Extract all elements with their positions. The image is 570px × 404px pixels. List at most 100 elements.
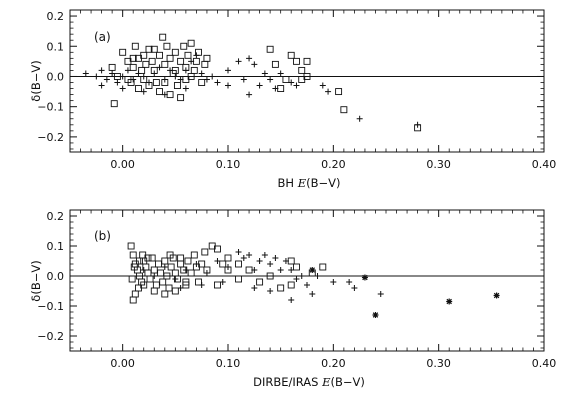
plus-point	[256, 82, 263, 89]
plus-point	[325, 88, 332, 95]
plus-point	[282, 258, 289, 264]
plus-point	[251, 285, 258, 291]
plus-point	[261, 70, 268, 77]
plus-point	[246, 55, 253, 62]
plus-point	[156, 64, 163, 71]
square-point	[187, 269, 195, 277]
square-point	[146, 275, 154, 283]
y-tick-label: −0.1	[37, 101, 64, 114]
plus-point	[130, 76, 137, 83]
x-tick-label: 0.00	[110, 158, 135, 171]
y-axis-title: δ(B−V)	[29, 260, 43, 301]
square-point	[245, 266, 253, 274]
plus-point	[172, 73, 179, 80]
x-tick-label: 0.10	[216, 158, 241, 171]
x-axis-title-prefix: DIRBE/IRAS	[253, 375, 322, 389]
plus-point	[235, 249, 242, 255]
x-axis-title-italic: E	[297, 176, 307, 190]
square-point	[287, 281, 295, 289]
square-point	[129, 54, 137, 62]
square-point	[187, 73, 195, 80]
plus-point	[356, 115, 363, 122]
square-point	[256, 278, 264, 286]
square-point	[148, 57, 156, 65]
square-point	[166, 91, 174, 99]
square-point	[235, 275, 242, 283]
square-point	[340, 106, 348, 114]
square-point	[177, 94, 185, 102]
square-point	[145, 45, 153, 53]
square-point	[110, 100, 118, 108]
square-point	[303, 57, 311, 65]
square-point	[129, 251, 137, 259]
panel-b: 0.00 0.10 0.20 0.30 0.40 −0.2 −0.1 0.0 0.1 0.2 (b…	[29, 209, 556, 389]
x-tick-label: 0.30	[426, 357, 451, 370]
plus-point	[151, 273, 158, 279]
square-point	[190, 251, 198, 259]
plus-point	[288, 79, 295, 86]
data-points	[82, 33, 422, 132]
ticks: 0.00 0.10 0.20 0.30 0.40 −0.2 −0.1 0.0 0.1 0.2	[37, 209, 556, 370]
square-point	[148, 254, 156, 262]
square-point	[235, 260, 242, 268]
square-point	[167, 263, 175, 271]
plus-point	[161, 264, 168, 270]
square-point	[152, 79, 160, 86]
plus-point	[277, 267, 284, 273]
x-tick-label: 0.20	[321, 158, 346, 171]
plus-point	[98, 82, 105, 89]
square-point	[152, 281, 160, 289]
asterisk-point	[309, 267, 316, 273]
square-point	[177, 260, 185, 268]
x-tick-label: 0.40	[532, 158, 557, 171]
square-point	[192, 57, 200, 65]
square-point	[163, 272, 171, 280]
square-point	[195, 278, 202, 286]
square-point	[159, 33, 167, 41]
x-axis-title-prefix: BH	[278, 176, 298, 190]
plus-point	[246, 252, 253, 258]
plus-point	[235, 58, 242, 65]
square-point	[150, 266, 158, 274]
square-point	[166, 54, 174, 62]
y-tick-label: 0.1	[47, 240, 65, 253]
plus-point	[261, 252, 268, 258]
square-point	[224, 254, 232, 262]
square-point	[177, 57, 185, 65]
plus-point	[93, 73, 100, 80]
plus-point	[109, 70, 116, 77]
plus-point	[114, 79, 121, 86]
plus-point	[225, 264, 231, 270]
x-tick-label: 0.30	[426, 158, 451, 171]
panel-label: (b)	[94, 229, 111, 243]
square-point	[184, 51, 192, 59]
plus-point	[103, 76, 110, 83]
x-tick-label: 0.20	[321, 357, 346, 370]
plus-point	[198, 282, 205, 288]
plus-point	[304, 282, 310, 288]
square-point	[201, 60, 209, 68]
square-point	[173, 82, 181, 89]
square-point	[161, 60, 169, 68]
square-point	[271, 60, 279, 68]
y-axis-title: δ(B−V)	[29, 60, 43, 101]
square-point	[138, 66, 146, 74]
plus-point	[319, 82, 326, 89]
square-point	[214, 281, 221, 289]
plus-point	[203, 76, 210, 83]
x-axis-title-italic: E	[321, 375, 331, 389]
square-point	[319, 263, 327, 271]
plus-point	[251, 267, 258, 273]
x-axis-title-suffix: (B−V)	[306, 176, 340, 190]
plus-point	[330, 279, 337, 285]
square-point	[335, 88, 343, 96]
plus-point	[267, 261, 274, 267]
plus-point	[193, 261, 200, 267]
square-point	[131, 42, 139, 50]
plus-point	[140, 88, 147, 95]
square-point	[159, 278, 167, 286]
plus-point	[240, 255, 247, 261]
square-point	[166, 251, 174, 259]
plus-point	[167, 67, 174, 74]
square-point	[266, 272, 274, 280]
